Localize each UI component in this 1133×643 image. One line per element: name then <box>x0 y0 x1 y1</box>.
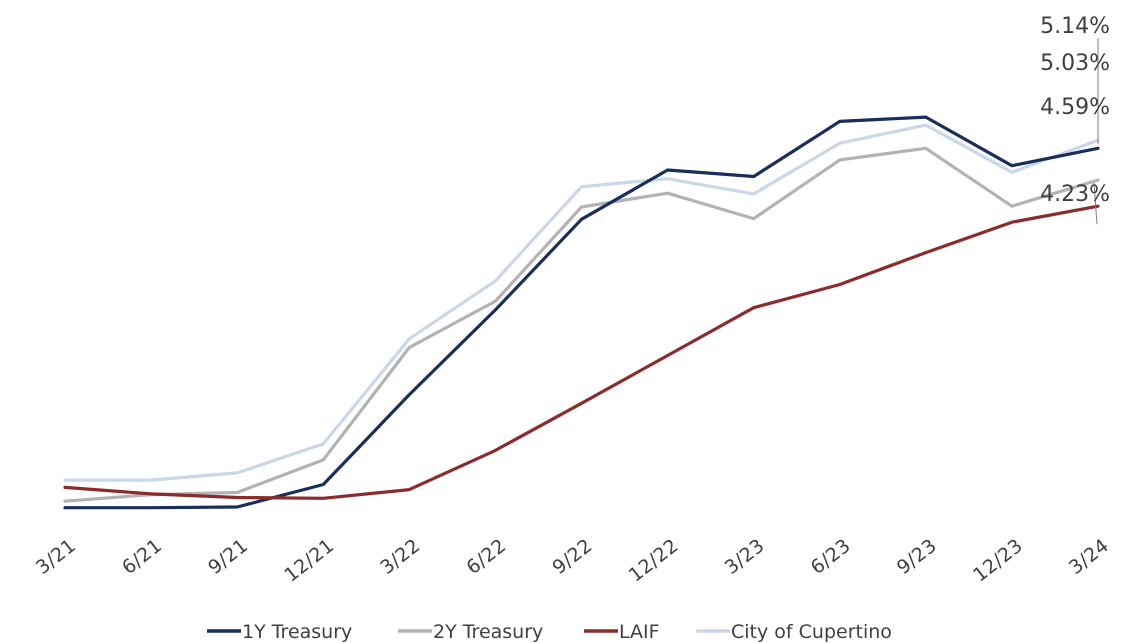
legend-label-2y-treasury: 2Y Treasury <box>433 621 543 643</box>
x-tick-label: 3/24 <box>1065 535 1113 579</box>
legend-label-city-of-cupertino: City of Cupertino <box>731 621 892 643</box>
x-tick-label: 3/21 <box>32 535 80 579</box>
x-tick-label: 6/21 <box>118 535 166 579</box>
x-tick-label: 6/22 <box>462 535 510 579</box>
label-leaders <box>1093 38 1099 225</box>
data-labels: 5.14% 5.03% 4.59% 4.23% <box>1040 14 1110 207</box>
x-tick-label: 9/23 <box>893 535 941 579</box>
legend-label-1y-treasury: 1Y Treasury <box>242 621 352 643</box>
x-axis-ticks: 3/21 6/21 9/21 12/21 3/22 6/22 9/22 12/22 3/23 6/… <box>32 535 1113 587</box>
leader-line-laif <box>1093 182 1098 225</box>
x-tick-label: 6/23 <box>807 535 855 579</box>
x-tick-label: 12/21 <box>280 535 338 587</box>
series-line-city-of-cupertino <box>63 123 1100 482</box>
data-label-2y-treasury: 4.59% <box>1040 95 1110 120</box>
legend: 1Y Treasury 2Y Treasury LAIF City of Cupert… <box>207 621 892 643</box>
series-lines <box>63 115 1100 510</box>
x-tick-label: 9/21 <box>204 535 252 579</box>
x-tick-label: 3/23 <box>721 535 769 579</box>
data-label-laif: 4.23% <box>1040 182 1110 207</box>
data-label-city-of-cupertino: 5.14% <box>1040 14 1110 39</box>
x-tick-label: 12/22 <box>625 535 683 587</box>
x-tick-label: 3/22 <box>376 535 424 579</box>
series-line-1y-treasury <box>63 115 1100 510</box>
data-label-1y-treasury: 5.03% <box>1040 51 1110 76</box>
series-line-2y-treasury <box>63 146 1100 503</box>
series-line-laif <box>63 204 1100 500</box>
x-tick-label: 12/23 <box>969 535 1027 587</box>
x-tick-label: 9/22 <box>548 535 596 579</box>
legend-label-laif: LAIF <box>619 621 660 643</box>
